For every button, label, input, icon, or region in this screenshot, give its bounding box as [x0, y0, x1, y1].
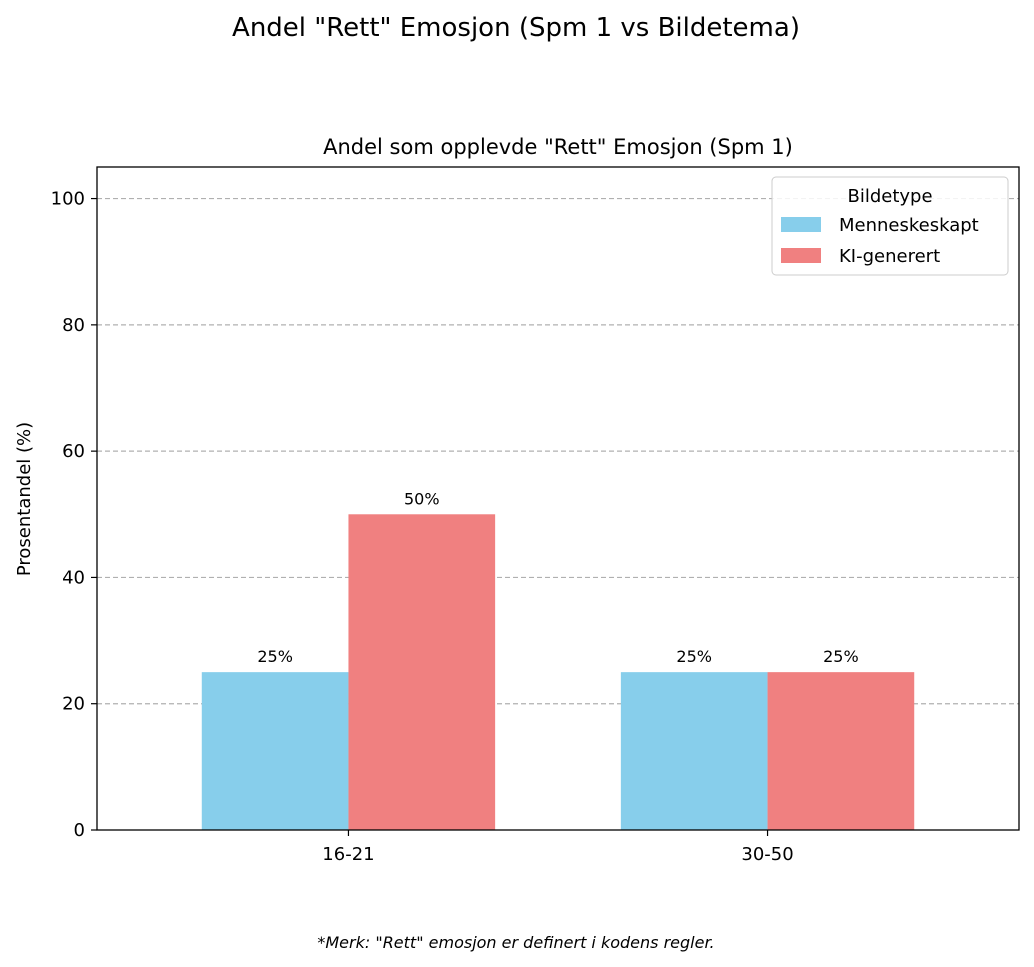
data-labels: 25% 25% 50% 25%: [257, 489, 858, 666]
y-tick-label: 80: [62, 315, 85, 336]
y-tick-label: 60: [62, 441, 85, 462]
y-axis-label: Prosentandel (%): [14, 422, 35, 576]
data-label: 25%: [257, 647, 293, 666]
data-label: 25%: [823, 647, 859, 666]
legend: Bildetype Menneskeskapt KI-generert: [771, 176, 1009, 276]
bar: [620, 672, 768, 830]
legend-box: [771, 176, 1009, 276]
bar: [767, 672, 915, 830]
bars: [201, 514, 915, 830]
y-tick-label: 20: [62, 694, 85, 715]
chart-title: Andel som opplevde "Rett" Emosjon (Spm 1…: [323, 135, 793, 159]
legend-swatch-menneskeskapt: [781, 217, 821, 232]
plot-frame: [96, 166, 1020, 831]
legend-label-menneskeskapt: Menneskeskapt: [839, 215, 979, 236]
footnote: *Merk: "Rett" emosjon er definert i kode…: [317, 933, 714, 952]
y-tick-label: 100: [51, 189, 85, 210]
legend-swatch-ki-generert: [781, 248, 821, 263]
bar: [348, 514, 496, 830]
legend-title: Bildetype: [847, 186, 932, 207]
axis-ticks: 0 20 40 60 80 100 16-21 30-50: [51, 189, 794, 865]
legend-label-ki-generert: KI-generert: [839, 246, 940, 267]
x-tick-label: 16-21: [322, 844, 374, 865]
data-label: 25%: [676, 647, 712, 666]
y-tick-label: 40: [62, 567, 85, 588]
data-label: 50%: [404, 489, 440, 508]
figure-title: Andel "Rett" Emosjon (Spm 1 vs Bildetema…: [232, 13, 800, 43]
y-tick-label: 0: [74, 820, 85, 841]
bar: [201, 672, 349, 830]
x-tick-label: 30-50: [741, 844, 793, 865]
